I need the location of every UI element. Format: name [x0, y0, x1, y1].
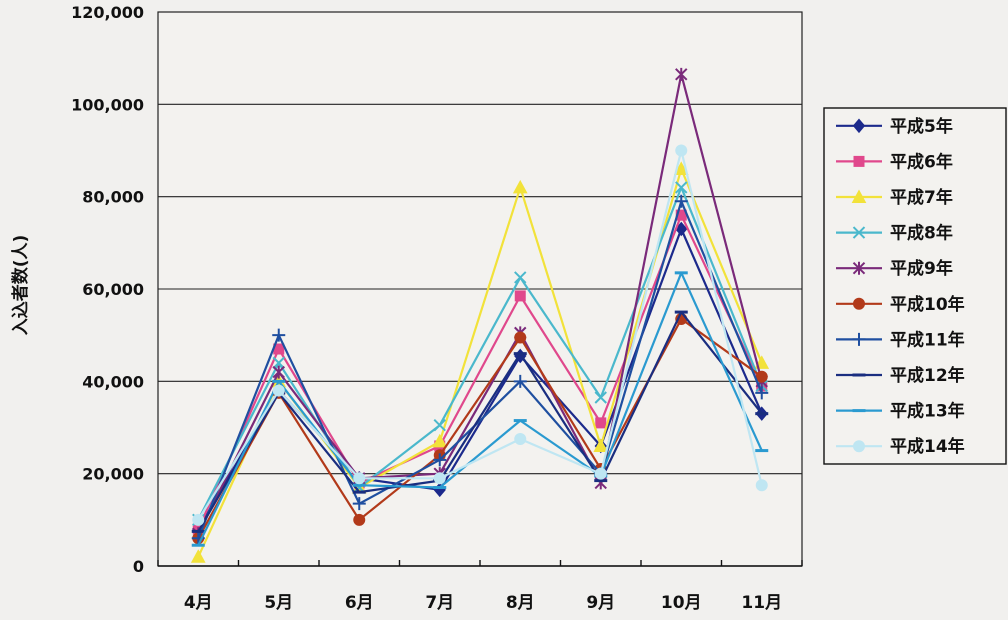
y-tick-label: 80,000	[82, 188, 144, 207]
legend-label: 平成7年	[890, 187, 953, 208]
data-point	[853, 297, 865, 310]
y-tick-label: 120,000	[71, 3, 144, 22]
data-point	[755, 479, 768, 492]
series-line	[197, 186, 763, 521]
y-tick-label: 100,000	[71, 95, 144, 114]
data-point	[433, 453, 447, 467]
data-point	[514, 433, 527, 446]
x-tick-label: 7月	[425, 593, 454, 613]
legend: 平成5年平成6年平成7年平成8年平成9年平成10年平成11年平成12年平成13年…	[823, 107, 1007, 465]
legend-label: 平成9年	[890, 258, 953, 279]
legend-item: 平成5年	[836, 116, 953, 137]
data-point	[675, 181, 688, 194]
legend-item: 平成13年	[836, 401, 965, 422]
series-line	[197, 271, 763, 546]
x-tick-label: 5月	[264, 593, 293, 613]
data-point	[352, 497, 366, 511]
data-point	[272, 384, 285, 397]
data-point	[675, 144, 688, 157]
data-point	[594, 467, 607, 480]
data-point	[594, 391, 607, 404]
y-tick-label: 20,000	[82, 465, 144, 484]
data-point	[433, 418, 446, 432]
data-point	[272, 328, 286, 342]
data-point	[514, 331, 527, 344]
data-point	[853, 155, 865, 167]
data-point	[433, 472, 446, 485]
legend-item: 平成9年	[836, 258, 953, 279]
legend-item: 平成10年	[836, 294, 965, 315]
legend-item: 平成14年	[836, 436, 965, 457]
data-point	[353, 513, 366, 526]
legend-label: 平成12年	[890, 365, 965, 386]
data-point	[852, 261, 866, 275]
legend-label: 平成11年	[890, 329, 965, 350]
x-tick-label: 6月	[345, 593, 374, 613]
legend-label: 平成8年	[890, 223, 953, 244]
data-point	[514, 290, 526, 302]
data-point	[513, 374, 527, 388]
x-tick-label: 11月	[741, 593, 782, 613]
legend-item: 平成8年	[836, 223, 953, 244]
legend-label: 平成10年	[890, 294, 965, 315]
data-point	[852, 332, 866, 346]
data-point	[190, 549, 206, 563]
legend-label: 平成13年	[890, 401, 965, 422]
series-line	[197, 317, 763, 539]
legend-item: 平成11年	[836, 329, 965, 350]
data-point	[853, 440, 865, 453]
legend-item: 平成12年	[836, 365, 965, 386]
data-point	[755, 370, 768, 383]
series-line	[197, 311, 763, 532]
axes: 0 20,000 40,000 60,000 80,000 100,000 120,000 4…	[71, 3, 803, 613]
y-tick-label: 40,000	[82, 372, 144, 391]
legend-label: 平成5年	[890, 116, 953, 137]
x-tick-label: 10月	[661, 593, 702, 613]
legend-label: 平成14年	[890, 436, 965, 457]
data-point	[432, 433, 448, 448]
data-point	[512, 179, 528, 194]
gridlines	[157, 11, 803, 567]
y-tick-label: 0	[133, 557, 144, 576]
data-point	[755, 386, 769, 400]
x-tick-label: 4月	[184, 593, 213, 613]
x-tick-label: 9月	[586, 593, 615, 613]
series-line	[197, 149, 763, 521]
data-point	[595, 417, 607, 429]
data-point	[353, 472, 366, 485]
legend-label: 平成6年	[890, 151, 953, 172]
y-axis-label: 入込者数(人)	[10, 235, 31, 336]
data-point	[851, 189, 867, 203]
x-tick-label: 8月	[506, 593, 535, 613]
data-point	[514, 271, 527, 284]
series-group	[192, 144, 768, 526]
series-lines	[190, 67, 770, 563]
data-point	[593, 438, 609, 452]
data-point	[272, 356, 285, 370]
data-point	[852, 118, 866, 134]
data-point	[675, 67, 688, 81]
data-point	[192, 513, 205, 526]
data-point	[852, 226, 866, 239]
legend-item: 平成7年	[836, 187, 953, 208]
series-line	[197, 200, 763, 539]
series-line	[197, 73, 763, 535]
data-point	[674, 194, 688, 208]
legend-item: 平成6年	[836, 151, 953, 172]
legend-box	[823, 107, 1007, 465]
data-point	[272, 365, 285, 379]
y-tick-label: 60,000	[82, 280, 144, 299]
